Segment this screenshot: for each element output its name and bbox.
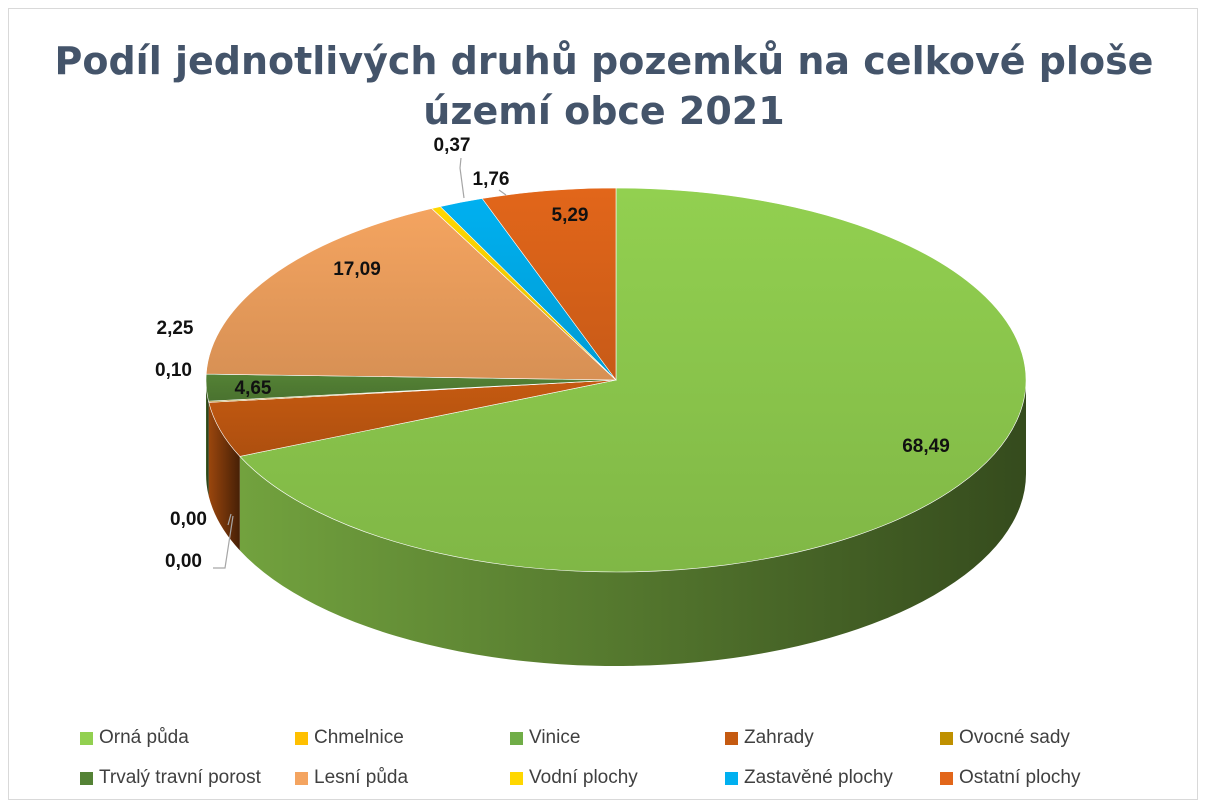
legend-label: Ovocné sady bbox=[959, 727, 1070, 748]
legend-item: Ovocné sady bbox=[940, 727, 1155, 749]
legend-item: Lesní půda bbox=[295, 767, 510, 789]
chart-title: Podíl jednotlivých druhů pozemků na celk… bbox=[0, 36, 1208, 136]
legend-item: Vodní plochy bbox=[510, 767, 725, 789]
legend-label: Vinice bbox=[529, 727, 581, 748]
data-label-2: 0,00 bbox=[165, 551, 202, 572]
data-label-5: 2,25 bbox=[157, 318, 194, 339]
leader-line-2 bbox=[459, 157, 465, 199]
legend-swatch bbox=[295, 731, 308, 745]
legend-item: Vinice bbox=[510, 727, 725, 749]
legend-label: Vodní plochy bbox=[529, 767, 638, 788]
data-label-1: 0,00 bbox=[170, 509, 207, 530]
pie-side-3 bbox=[208, 402, 240, 551]
legend-label: Orná půda bbox=[99, 727, 189, 748]
chart-title-text: Podíl jednotlivých druhů pozemků na celk… bbox=[54, 39, 1154, 133]
pie-slice-0 bbox=[239, 187, 1027, 573]
legend-swatch bbox=[510, 771, 523, 785]
legend-swatch bbox=[295, 771, 308, 785]
legend-item: Ostatní plochy bbox=[940, 767, 1155, 789]
legend-swatch bbox=[725, 731, 738, 745]
legend-row: Trvalý travní porost Lesní půda Vodní ploc… bbox=[80, 758, 1180, 798]
pie-side-5 bbox=[206, 380, 209, 496]
legend-label: Chmelnice bbox=[314, 727, 404, 748]
leader-line-3 bbox=[498, 189, 507, 196]
legend-row: Orná půda Chmelnice Vinice Zahrady Ovocné sa… bbox=[80, 718, 1180, 758]
legend-label: Zastavěné plochy bbox=[744, 767, 893, 788]
leader-line-0 bbox=[227, 513, 232, 526]
legend-label: Lesní půda bbox=[314, 767, 409, 788]
legend-label: Trvalý travní porost bbox=[99, 767, 261, 788]
data-label-8: 1,76 bbox=[473, 169, 510, 190]
pie-side-0 bbox=[239, 380, 1026, 667]
leader-line-1 bbox=[213, 515, 234, 569]
legend-label: Zahrady bbox=[744, 727, 814, 748]
legend-swatch bbox=[80, 731, 93, 745]
legend-item: Orná půda bbox=[80, 727, 295, 749]
data-label-6: 17,09 bbox=[333, 259, 381, 280]
legend-swatch bbox=[940, 731, 953, 745]
legend-swatch bbox=[510, 731, 523, 745]
data-label-9: 5,29 bbox=[552, 205, 589, 226]
legend-item: Zahrady bbox=[725, 727, 940, 749]
legend-swatch bbox=[80, 771, 93, 785]
legend-item: Trvalý travní porost bbox=[80, 767, 295, 789]
pie-slice-6 bbox=[205, 208, 617, 381]
legend-item: Chmelnice bbox=[295, 727, 510, 749]
data-label-4: 0,10 bbox=[155, 360, 192, 381]
legend-swatch bbox=[725, 771, 738, 785]
data-label-0: 68,49 bbox=[902, 436, 950, 457]
legend-item: Zastavěné plochy bbox=[725, 767, 940, 789]
data-label-7: 0,37 bbox=[434, 135, 471, 156]
legend: Orná půda Chmelnice Vinice Zahrady Ovocné sa… bbox=[80, 718, 1180, 798]
legend-label: Ostatní plochy bbox=[959, 767, 1081, 788]
data-label-3: 4,65 bbox=[235, 378, 272, 399]
legend-swatch bbox=[940, 771, 953, 785]
pie-slice-9 bbox=[481, 187, 617, 381]
